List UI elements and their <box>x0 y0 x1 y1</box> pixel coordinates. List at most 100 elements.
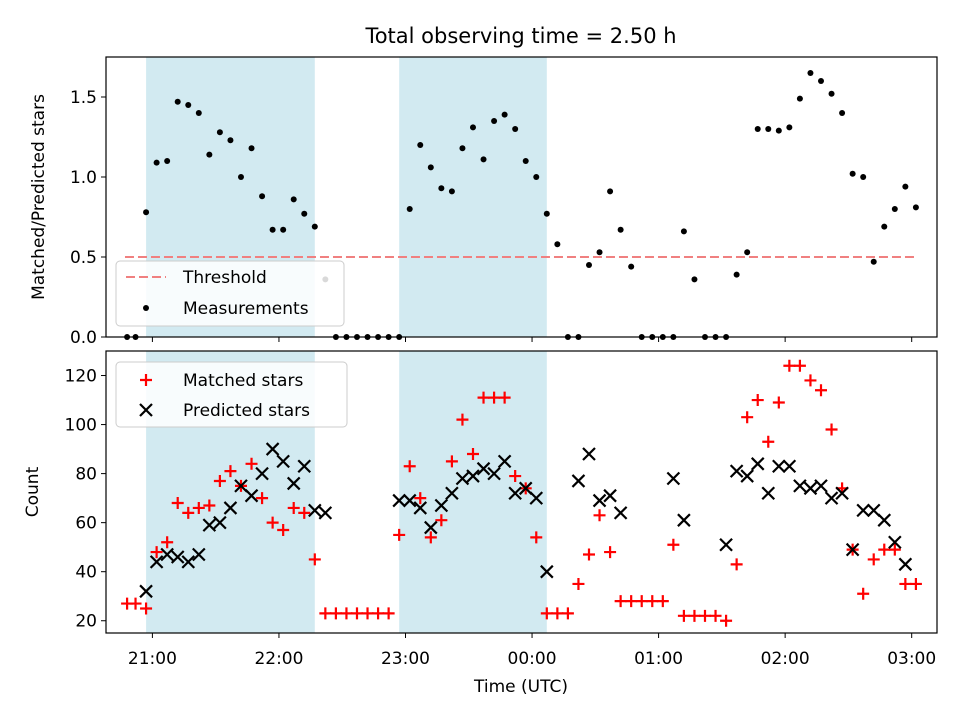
predicted-star-point <box>508 486 522 501</box>
matched-star-point <box>308 553 321 566</box>
legend-measurement-label: Measurements <box>183 299 309 319</box>
predicted-star-point <box>814 479 828 493</box>
predicted-star-point <box>803 481 818 496</box>
predicted-star-point <box>139 584 153 599</box>
y-tick-label: 0.5 <box>70 248 97 268</box>
matched-star-point <box>667 538 680 551</box>
measurement-point <box>406 206 413 212</box>
y-tick-label: 40 <box>75 563 97 583</box>
predicted-star-point <box>455 471 470 486</box>
matched-star-point <box>572 577 585 590</box>
predicted-star-point <box>160 547 174 562</box>
predicted-star-point <box>318 506 333 520</box>
x-tick-label: 00:00 <box>508 649 557 669</box>
legend-predicted-swatch <box>139 403 153 417</box>
matched-star-point <box>129 597 142 610</box>
matched-star-point <box>899 577 912 590</box>
measurement-point <box>195 110 202 116</box>
legend-matched-label: Matched stars <box>183 371 303 391</box>
matched-star-point <box>445 455 458 468</box>
y-tick-label: 80 <box>75 465 97 485</box>
predicted-star-point <box>719 537 733 552</box>
x-tick-label: 03:00 <box>887 649 936 669</box>
measurement-point <box>533 174 540 180</box>
measurement-point <box>227 137 234 144</box>
predicted-star-point <box>613 506 628 520</box>
predicted-star-point <box>265 442 280 456</box>
predicted-star-point <box>571 474 586 488</box>
matched-star-point <box>656 595 669 608</box>
legend-threshold-label: Threshold <box>182 268 267 288</box>
measurement-point <box>216 129 223 136</box>
measurement-point <box>280 226 287 233</box>
matched-star-point <box>825 423 838 436</box>
predicted-star-point <box>297 459 312 474</box>
matched-star-point <box>625 595 638 608</box>
measurement-point <box>839 110 846 116</box>
measurement-point <box>765 126 772 132</box>
matched-star-point <box>878 543 891 556</box>
measurement-point <box>680 228 687 235</box>
predicted-star-point <box>529 491 544 505</box>
matched-star-point <box>424 531 437 544</box>
measurement-point <box>174 98 181 105</box>
ratio-ylabel: Matched/Predicted stars <box>29 94 49 300</box>
measurement-point <box>448 188 455 195</box>
measurement-point <box>438 185 445 192</box>
predicted-star-point <box>677 513 691 527</box>
matched-star-point <box>867 553 880 566</box>
matched-star-point <box>783 359 796 372</box>
predicted-star-point <box>888 535 902 550</box>
matched-star-point <box>698 609 711 622</box>
measurement-point <box>860 174 867 180</box>
measurement-point <box>554 241 561 248</box>
predicted-star-point <box>402 493 417 508</box>
predicted-star-point <box>729 464 744 478</box>
predicted-star-point <box>487 466 501 481</box>
x-tick-label: 22:00 <box>254 649 303 669</box>
matched-star-point <box>561 607 574 620</box>
ratio-panel: Matched/Predicted stars 0.0 0.5 1.0 1.5 Thre… <box>29 56 938 348</box>
measurement-point <box>164 158 171 164</box>
predicted-star-point <box>582 447 596 461</box>
matched-star-point <box>804 374 817 387</box>
matched-star-point <box>688 609 701 622</box>
measurement-point <box>870 258 877 265</box>
matched-star-point <box>298 506 311 519</box>
measurement-point <box>206 151 213 158</box>
matched-star-point <box>582 548 595 561</box>
matched-star-point <box>720 614 733 627</box>
predicted-star-point <box>308 503 322 518</box>
matched-star-point <box>277 524 290 537</box>
x-axis-label: Time (UTC) <box>473 677 568 697</box>
predicted-star-point <box>223 501 238 515</box>
matched-star-point <box>266 516 279 529</box>
matched-star-point <box>171 497 184 510</box>
measurement-point <box>881 223 888 230</box>
matched-star-point <box>350 607 363 620</box>
matched-star-point <box>751 394 764 407</box>
matched-star-point <box>741 411 754 424</box>
matched-star-point <box>382 607 395 620</box>
matched-star-point <box>593 509 606 522</box>
measurement-point <box>259 193 266 200</box>
predicted-star-point <box>476 461 491 476</box>
measurement-point <box>691 276 698 283</box>
matched-star-point <box>793 359 806 372</box>
matched-star-point <box>677 609 690 622</box>
predicted-star-point <box>835 486 849 501</box>
predicted-star-point <box>740 469 754 483</box>
legend-matched-swatch <box>140 374 152 386</box>
measurement-point <box>585 262 592 268</box>
measurement-point <box>522 158 529 164</box>
predicted-star-point <box>170 550 185 564</box>
y-tick-label: 60 <box>75 514 97 534</box>
predicted-star-point <box>149 555 164 569</box>
legend-box <box>115 361 348 428</box>
matched-star-point <box>192 501 205 514</box>
matched-star-point <box>762 435 775 448</box>
predicted-star-point <box>434 498 449 513</box>
matched-star-point <box>888 543 901 556</box>
measurement-point <box>501 111 508 118</box>
predicted-star-point <box>255 466 269 481</box>
